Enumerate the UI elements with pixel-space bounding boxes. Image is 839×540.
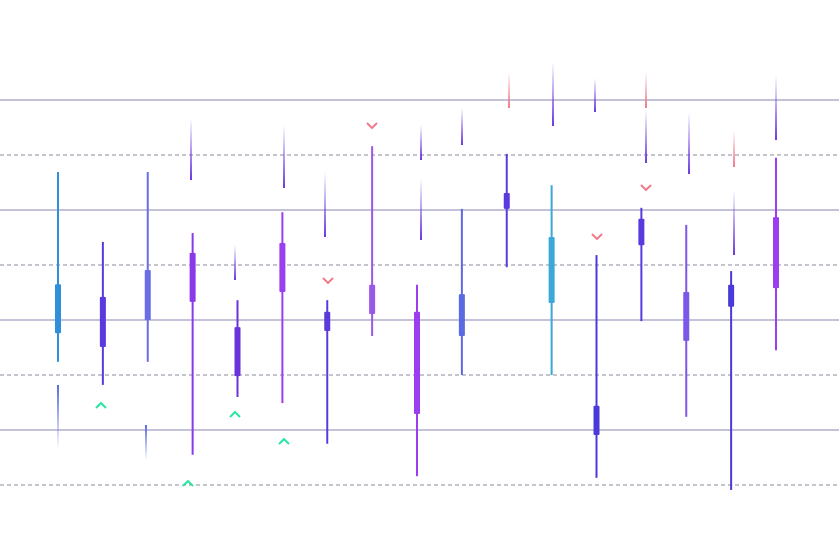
- ghost-wick: [645, 72, 647, 108]
- candle-body: [593, 405, 600, 435]
- ghost-wick: [57, 385, 59, 450]
- ghost-wick: [324, 172, 326, 237]
- down-marker: [640, 184, 652, 192]
- candle-body: [234, 327, 241, 377]
- candle-body: [55, 284, 61, 334]
- ghost-wick: [552, 62, 554, 126]
- markers: [95, 122, 652, 487]
- down-marker: [366, 122, 378, 130]
- candle-body: [279, 243, 286, 292]
- grid: [0, 99, 839, 486]
- ghost-wick: [775, 75, 777, 140]
- candle-body: [638, 218, 645, 246]
- ghost-wick: [733, 130, 735, 167]
- candle-body: [369, 284, 376, 314]
- ghost-wick: [234, 245, 236, 280]
- wick: [505, 153, 508, 268]
- up-marker: [95, 401, 107, 409]
- wick: [371, 146, 374, 336]
- wick: [281, 212, 284, 404]
- candle-body: [458, 294, 465, 336]
- up-marker: [229, 410, 241, 418]
- wick: [57, 172, 59, 362]
- wick: [460, 208, 463, 375]
- candle-body: [414, 311, 420, 415]
- ghost-wick: [145, 425, 147, 460]
- up-marker: [278, 437, 290, 445]
- wick: [326, 300, 329, 444]
- candle-body: [144, 269, 151, 320]
- ghost-wick: [420, 125, 422, 160]
- up-marker: [182, 479, 194, 487]
- ghost-wick: [283, 125, 285, 188]
- candle-body: [683, 291, 690, 341]
- candle-body: [728, 284, 735, 307]
- candle-body: [773, 217, 779, 289]
- candle-body: [99, 296, 106, 347]
- down-marker: [591, 233, 603, 241]
- ghost-wick: [420, 178, 422, 240]
- wick: [595, 255, 598, 478]
- wick: [146, 172, 149, 362]
- candle-body: [503, 192, 510, 209]
- ghost-wick: [461, 108, 463, 145]
- ghost-wick: [733, 190, 735, 255]
- ghost-wick: [645, 110, 647, 163]
- ghost-wick: [688, 112, 690, 174]
- candle-body: [548, 236, 555, 303]
- down-marker: [322, 277, 334, 285]
- ghost-wick: [190, 118, 192, 180]
- wick: [730, 271, 733, 490]
- candle-body: [324, 311, 331, 331]
- wick: [191, 233, 194, 455]
- candles: [55, 146, 779, 490]
- ghost-wick: [594, 78, 596, 112]
- wick: [640, 207, 643, 322]
- candle-body: [189, 252, 196, 302]
- ghost-wicks: [57, 62, 777, 460]
- ghost-wick: [508, 72, 510, 108]
